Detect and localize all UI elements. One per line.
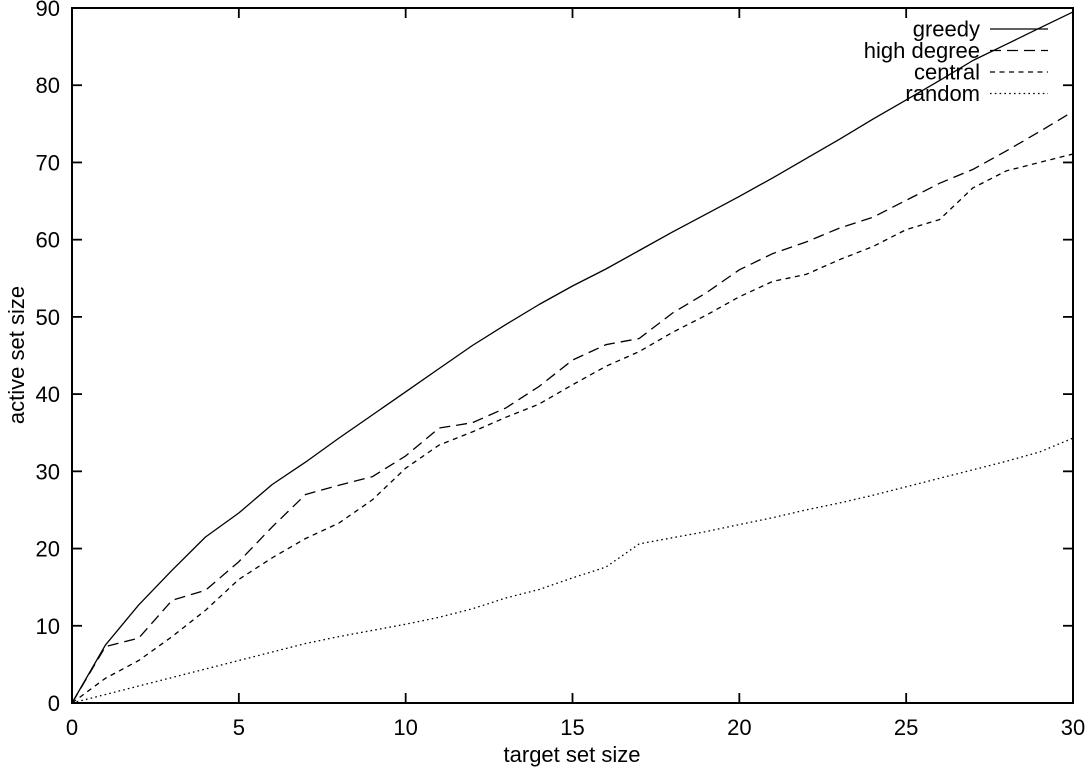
y-tick-label: 10 bbox=[36, 614, 60, 639]
series-line-greedy bbox=[71, 11, 1074, 704]
plot-frame bbox=[71, 7, 1074, 704]
x-tick-label: 20 bbox=[727, 715, 751, 740]
legend-label-central: central bbox=[914, 60, 980, 85]
x-tick-label: 5 bbox=[233, 715, 245, 740]
x-tick-label: 0 bbox=[66, 715, 78, 740]
y-tick-label: 30 bbox=[36, 459, 60, 484]
axis-ticks: 0 5 10 15 20 25 30 0 10 20 30 40 50 60 70 80 90 bbox=[36, 0, 1086, 740]
y-tick-label: 50 bbox=[36, 305, 60, 330]
series-line-high-degree bbox=[71, 110, 1074, 704]
x-tick-label: 10 bbox=[393, 715, 417, 740]
y-tick-label: 60 bbox=[36, 228, 60, 253]
x-tick-label: 25 bbox=[894, 715, 918, 740]
y-tick-label: 80 bbox=[36, 73, 60, 98]
data-series bbox=[71, 11, 1074, 704]
legend-label-random: random bbox=[905, 81, 980, 106]
y-tick-label: 90 bbox=[36, 0, 60, 21]
x-tick-label: 30 bbox=[1061, 715, 1085, 740]
legend-label-greedy: greedy bbox=[913, 17, 980, 42]
y-tick-label: 40 bbox=[36, 382, 60, 407]
x-axis-label: target set size bbox=[504, 742, 641, 767]
plot-border bbox=[71, 7, 1074, 704]
series-line-central bbox=[71, 153, 1074, 704]
legend-label-high-degree: high degree bbox=[864, 38, 980, 63]
series-line-random bbox=[71, 437, 1074, 704]
y-axis-label: active set size bbox=[4, 286, 29, 424]
x-tick-label: 15 bbox=[560, 715, 584, 740]
y-tick-label: 70 bbox=[36, 150, 60, 175]
y-tick-label: 20 bbox=[36, 537, 60, 562]
y-tick-label: 0 bbox=[48, 691, 60, 716]
